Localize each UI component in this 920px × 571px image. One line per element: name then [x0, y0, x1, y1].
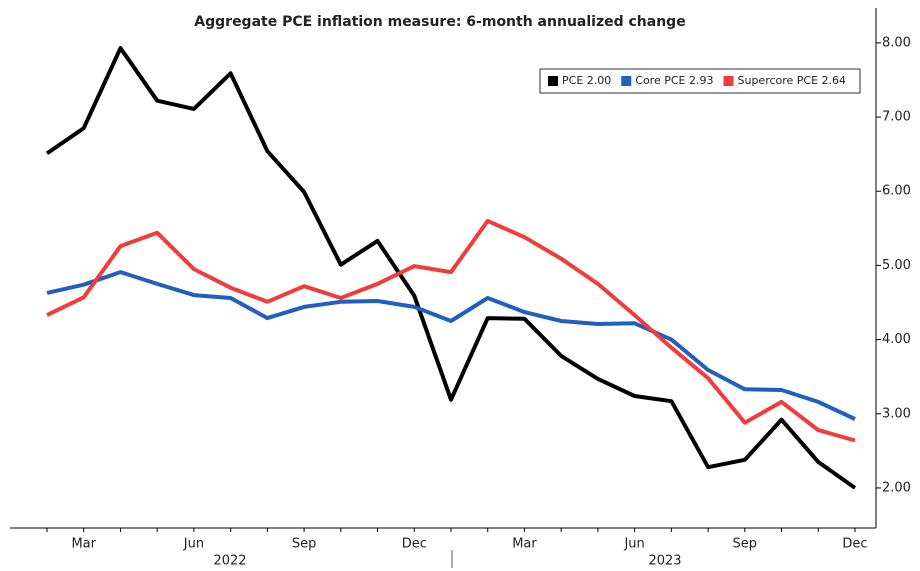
x-tick-label: Jun	[623, 537, 644, 552]
x-tick-label: Sep	[292, 537, 317, 552]
series-line	[46, 270, 856, 421]
legend-label: PCE 2.00	[562, 74, 611, 87]
y-tick-label: 4.00	[882, 332, 911, 347]
legend-swatch	[723, 76, 734, 86]
series-line	[45, 46, 857, 490]
legend-swatch	[548, 76, 558, 86]
y-tick-label: 2.00	[882, 480, 911, 495]
chart-title: Aggregate PCE inflation measure: 6-month…	[194, 14, 685, 30]
y-tick-label: 3.00	[882, 406, 911, 421]
x-tick-label: Dec	[402, 537, 427, 552]
series-line	[46, 218, 856, 443]
y-tick-label: 7.00	[882, 110, 911, 125]
year-label: 2023	[648, 554, 681, 569]
y-tick-label: 6.00	[882, 184, 911, 199]
y-tick-label: 8.00	[882, 35, 911, 50]
legend-label: Core PCE 2.93	[635, 74, 713, 87]
legend-box	[539, 68, 861, 94]
x-tick-label: Mar	[71, 537, 96, 552]
x-tick-label: Jun	[183, 537, 204, 552]
legend-swatch	[621, 76, 632, 86]
legend-label: Supercore PCE 2.64	[737, 74, 846, 87]
y-tick-label: 5.00	[882, 258, 911, 273]
x-tick-label: Mar	[512, 537, 537, 552]
year-label: 2022	[213, 554, 246, 569]
x-tick-label: Sep	[733, 537, 758, 552]
x-tick-label: Dec	[842, 537, 867, 552]
